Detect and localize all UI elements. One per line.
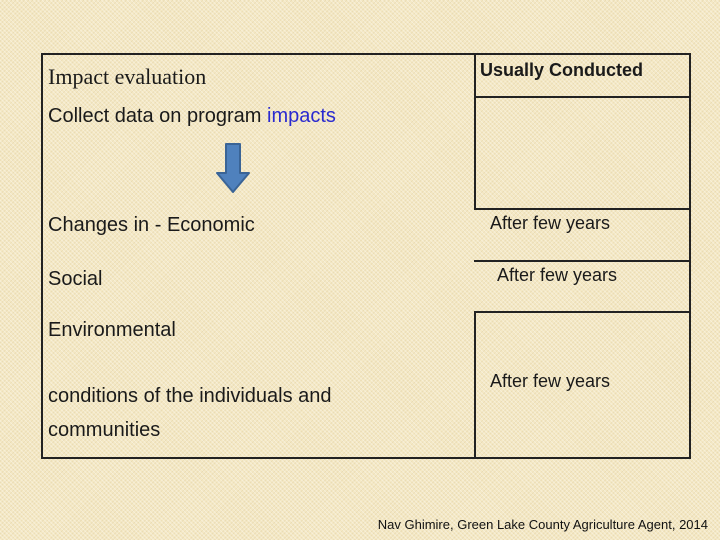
after-few-years-2: After few years xyxy=(497,265,618,285)
author-credit: Nav Ghimire, Green Lake County Agricultu… xyxy=(377,517,708,532)
impacts-highlight: impacts xyxy=(267,105,336,127)
conditions-line2: communities xyxy=(48,419,161,441)
collect-data-text: Collect data on program impacts xyxy=(48,105,336,128)
header-usually-conducted: Usually Conducted xyxy=(480,60,644,80)
row-divider-1 xyxy=(474,208,691,210)
header-impact-evaluation: Impact evaluation xyxy=(48,64,207,89)
after-few-years-3: After few years xyxy=(490,371,611,391)
down-arrow-icon xyxy=(216,143,250,193)
conditions-line1: conditions of the individuals and xyxy=(48,385,332,407)
column-divider-bottom xyxy=(474,311,476,459)
after-few-years-1: After few years xyxy=(490,213,611,233)
column-divider-top xyxy=(474,55,476,210)
impact-table: Impact evaluation Collect data on progra… xyxy=(41,53,691,459)
row-divider-3 xyxy=(474,311,691,313)
collect-prefix: Collect data on program xyxy=(48,105,262,127)
changes-economic-text: Changes in - Economic xyxy=(48,214,255,236)
social-text: Social xyxy=(48,268,103,290)
environmental-text: Environmental xyxy=(48,319,176,341)
row-divider-header xyxy=(474,96,691,98)
row-divider-2 xyxy=(474,260,691,262)
